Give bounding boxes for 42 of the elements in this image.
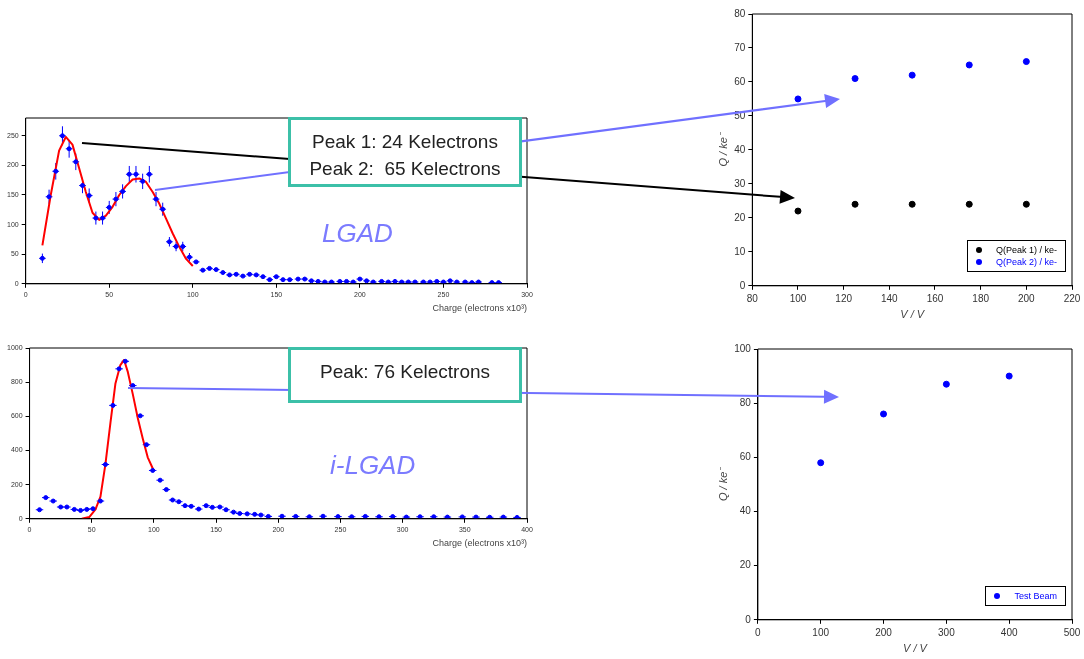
x-tick-label: 140 (880, 292, 899, 304)
x-axis-title: V / V (900, 308, 926, 321)
x-tick-label: 300 (938, 626, 956, 638)
x-tick-label: 100 (789, 292, 807, 304)
x-axis-title: V / V (903, 642, 929, 655)
y-tick-label: 0 (745, 613, 752, 625)
y-axis-title: Q / ke⁻ (716, 465, 729, 502)
annotation: i-LGAD (330, 450, 416, 481)
x-tick-label: 200 (1017, 292, 1036, 304)
x-tick-label: 180 (972, 292, 990, 304)
y-tick-label: 20 (734, 211, 746, 223)
x-tick-label: 120 (835, 292, 853, 304)
y-tick-label: 80 (739, 396, 752, 408)
y-tick-label: 60 (739, 451, 752, 463)
annotation: Peak 2: 65 Kelectrons (308, 157, 502, 181)
text-box: Peak 1: 24 Kelectrons Peak 2: 65 Kelectrons (288, 117, 522, 187)
y-tick-label: 20 (739, 559, 752, 571)
y-axis-title: Q / ke⁻ (716, 131, 729, 167)
y-tick-label: 10 (734, 245, 746, 257)
y-tick-label: 30 (734, 177, 746, 189)
annotation: Peak 1: 24 Kelectrons (311, 130, 499, 154)
y-tick-label: 70 (734, 41, 746, 53)
y-tick-label: 100 (734, 342, 752, 354)
x-tick-label: 200 (875, 626, 893, 638)
x-tick-label: 400 (1000, 626, 1018, 638)
x-tick-label: 0 (755, 626, 762, 638)
x-tick-label: 160 (926, 292, 944, 304)
x-tick-label: 220 (1063, 292, 1081, 304)
x-axis-title: Charge (electrons x10³) (432, 538, 527, 549)
y-tick-label: 40 (734, 143, 746, 155)
x-axis-title: Charge (electrons x10³) (432, 303, 527, 314)
legend-label: Test Beam (1014, 589, 1057, 602)
annotation: Peak: 76 Kelectrons (318, 360, 491, 384)
y-tick-label: 40 (739, 505, 752, 517)
annotation: LGAD (322, 218, 393, 249)
y-tick-label: 80 (734, 7, 746, 19)
x-tick-label: 500 (1063, 626, 1081, 638)
y-tick-label: 60 (734, 75, 746, 87)
x-tick-label: 100 (812, 626, 830, 638)
legend-label: Q(Peak 1) / ke- (995, 243, 1057, 256)
legend-label: Q(Peak 2) / ke- (995, 255, 1057, 268)
text-box: Peak: 76 Kelectrons (288, 347, 522, 403)
